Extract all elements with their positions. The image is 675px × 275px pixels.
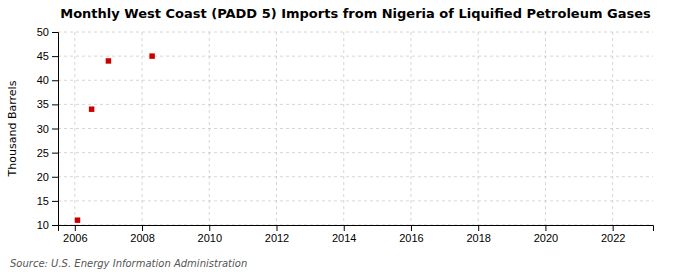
x-tick: 2016 bbox=[399, 225, 423, 244]
y-tick-label: 40 bbox=[37, 74, 49, 86]
data-point bbox=[149, 53, 154, 58]
x-tick-mark bbox=[545, 225, 546, 231]
x-tick-label: 2018 bbox=[466, 232, 490, 244]
chart-container: 2006 2008 2010 2012 2014 2016 2018 2020 2022 10 15… bbox=[0, 0, 675, 275]
y-grid-line bbox=[58, 200, 653, 201]
x-axis-line bbox=[59, 226, 654, 232]
x-tick-mark bbox=[613, 225, 614, 231]
y-tick-label: 15 bbox=[37, 195, 49, 207]
source-note: Source: U.S. Energy Information Administ… bbox=[10, 258, 247, 269]
y-axis: 10 15 20 25 30 35 40 45 50 bbox=[37, 26, 59, 231]
y-grid-line bbox=[58, 128, 653, 129]
y-tick: 25 bbox=[37, 147, 58, 159]
x-tick-mark bbox=[209, 225, 210, 231]
y-tick-mark bbox=[52, 104, 58, 105]
y-tick-label: 30 bbox=[37, 123, 49, 135]
y-tick-label: 50 bbox=[37, 26, 49, 38]
chart-svg: 2006 2008 2010 2012 2014 2016 2018 2020 2022 10 15… bbox=[0, 0, 675, 275]
x-grid-line bbox=[74, 32, 75, 225]
y-grid-line bbox=[58, 104, 653, 105]
y-tick-mark bbox=[52, 129, 58, 130]
y-tick: 50 bbox=[37, 26, 58, 38]
x-tick: 2012 bbox=[265, 225, 289, 244]
y-tick-label: 10 bbox=[37, 219, 49, 231]
plot-area: 2006 2008 2010 2012 2014 2016 2018 2020 2022 10 15… bbox=[37, 26, 654, 244]
x-tick: 2014 bbox=[332, 225, 356, 244]
y-tick-mark bbox=[52, 56, 58, 57]
x-tick-label: 2008 bbox=[130, 232, 154, 244]
y-tick-label: 20 bbox=[37, 171, 49, 183]
x-tick-label: 2012 bbox=[265, 232, 289, 244]
x-grid-line bbox=[410, 32, 411, 225]
y-tick-mark bbox=[52, 153, 58, 154]
x-tick-mark bbox=[142, 225, 143, 231]
data-point bbox=[75, 217, 80, 222]
x-tick-label: 2020 bbox=[534, 232, 558, 244]
x-tick: 2010 bbox=[198, 225, 222, 244]
y-tick-label: 25 bbox=[37, 147, 49, 159]
x-tick-mark bbox=[411, 225, 412, 231]
x-tick-mark bbox=[344, 225, 345, 231]
y-axis-title: Thousand Barrels bbox=[6, 80, 19, 177]
y-tick-mark bbox=[52, 80, 58, 81]
x-tick-mark bbox=[478, 225, 479, 231]
x-tick-label: 2010 bbox=[198, 232, 222, 244]
y-grid-line bbox=[58, 32, 653, 33]
x-tick: 2022 bbox=[601, 225, 625, 244]
x-tick-label: 2006 bbox=[63, 232, 87, 244]
x-tick: 2018 bbox=[466, 225, 490, 244]
y-grid-line bbox=[58, 80, 653, 81]
x-axis: 2006 2008 2010 2012 2014 2016 2018 2020 2022 bbox=[59, 225, 654, 244]
x-tick: 2006 bbox=[63, 225, 87, 244]
x-tick-label: 2016 bbox=[399, 232, 423, 244]
y-tick-label: 35 bbox=[37, 98, 49, 110]
y-tick-mark bbox=[52, 32, 58, 33]
y-grid-line bbox=[58, 176, 653, 177]
y-grid-line bbox=[58, 56, 653, 57]
y-tick: 45 bbox=[37, 50, 58, 62]
x-tick-label: 2022 bbox=[601, 232, 625, 244]
y-tick-mark bbox=[52, 225, 58, 226]
y-tick-label: 45 bbox=[37, 50, 49, 62]
data-point bbox=[89, 106, 94, 111]
y-tick-mark bbox=[52, 201, 58, 202]
x-tick-mark bbox=[277, 225, 278, 231]
y-tick: 10 bbox=[37, 219, 58, 231]
grid bbox=[58, 32, 653, 225]
y-tick-mark bbox=[52, 177, 58, 178]
y-grid-line bbox=[58, 152, 653, 153]
data-point bbox=[106, 58, 111, 63]
y-tick: 20 bbox=[37, 171, 58, 183]
y-tick: 15 bbox=[37, 195, 58, 207]
x-tick-label: 2014 bbox=[332, 232, 356, 244]
y-tick: 35 bbox=[37, 98, 58, 110]
x-tick: 2008 bbox=[130, 225, 154, 244]
x-tick: 2020 bbox=[534, 225, 558, 244]
points bbox=[75, 53, 155, 223]
y-tick: 30 bbox=[37, 123, 58, 135]
y-tick: 40 bbox=[37, 74, 58, 86]
x-tick-mark bbox=[75, 225, 76, 231]
y-axis-line bbox=[52, 33, 59, 226]
x-grid-line bbox=[343, 32, 344, 225]
chart-title: Monthly West Coast (PADD 5) Imports from… bbox=[60, 6, 651, 21]
